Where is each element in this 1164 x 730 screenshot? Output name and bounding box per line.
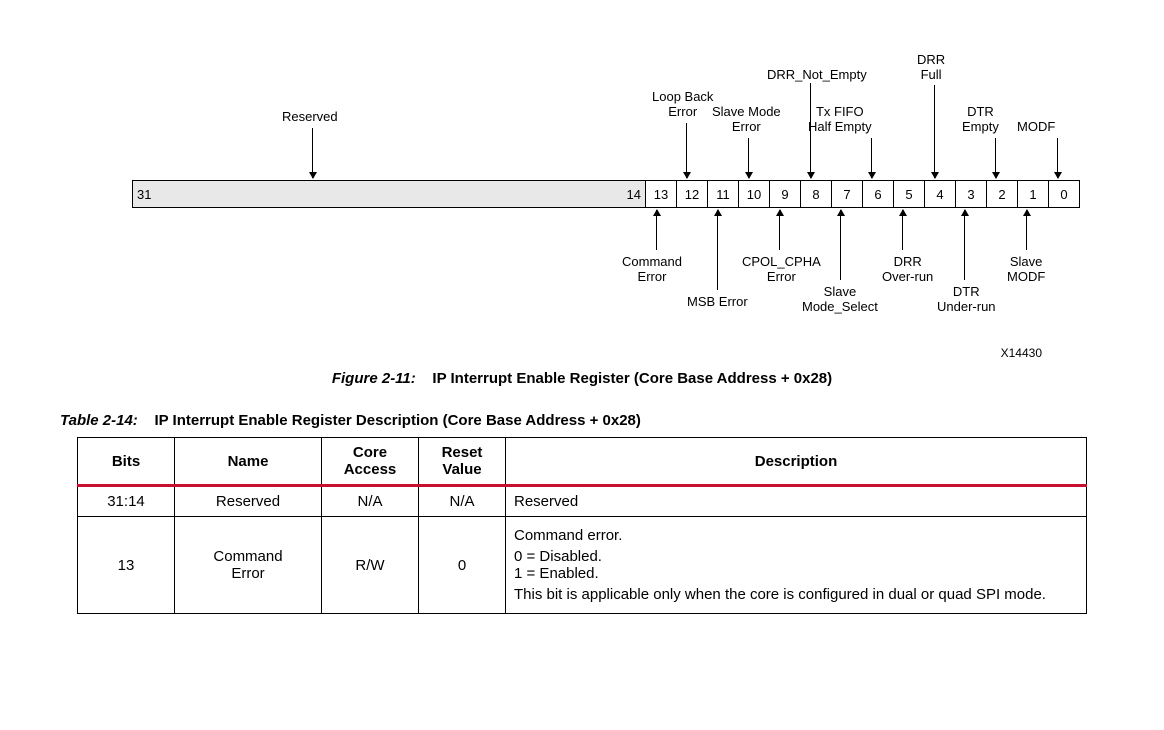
arrow-reserved <box>312 128 313 178</box>
bit-9: 9 <box>770 181 801 207</box>
arrow-txfifo <box>871 138 872 178</box>
arrow-modf <box>1057 138 1058 178</box>
register-bit-diagram: Reserved Loop BackError Slave ModeError … <box>82 20 1082 360</box>
label-drr-not-empty: DRR_Not_Empty <box>767 68 867 83</box>
bit-8: 8 <box>801 181 832 207</box>
th-core-access: CoreAccess <box>322 438 419 486</box>
cell-access: R/W <box>322 517 419 614</box>
cell-bits: 13 <box>78 517 175 614</box>
bit-0: 0 <box>1049 181 1079 207</box>
th-name: Name <box>175 438 322 486</box>
label-cpol: CPOL_CPHAError <box>742 255 821 285</box>
table-number: Table 2-14: <box>60 412 138 429</box>
cell-bits: 31:14 <box>78 486 175 517</box>
arrow-drr-full <box>934 85 935 178</box>
cell-reset: 0 <box>419 517 506 614</box>
bit-2: 2 <box>987 181 1018 207</box>
bit-12: 12 <box>677 181 708 207</box>
cell-name: Reserved <box>175 486 322 517</box>
cell-reset: N/A <box>419 486 506 517</box>
arrow-cmd-err <box>656 210 657 250</box>
table-row: 13 CommandError R/W 0 Command error. 0 =… <box>78 517 1087 614</box>
label-slave-modf: SlaveMODF <box>1007 255 1045 285</box>
arrow-dtr-underrun <box>964 210 965 280</box>
th-description: Description <box>506 438 1087 486</box>
desc-line: Command error. <box>514 527 1078 544</box>
bit-1: 1 <box>1018 181 1049 207</box>
figure-caption: Figure 2-11: IP Interrupt Enable Registe… <box>30 370 1134 387</box>
label-drr-overrun: DRROver-run <box>882 255 933 285</box>
cell-desc: Command error. 0 = Disabled.1 = Enabled.… <box>506 517 1087 614</box>
register-description-table: Bits Name CoreAccess ResetValue Descript… <box>77 437 1087 614</box>
cell-access: N/A <box>322 486 419 517</box>
label-slave-mode-err: Slave ModeError <box>712 105 781 135</box>
figure-reference-id: X14430 <box>1001 346 1042 360</box>
label-reserved-top: Reserved <box>282 110 338 125</box>
label-slave-select: SlaveMode_Select <box>802 285 878 315</box>
cell-name: CommandError <box>175 517 322 614</box>
arrow-cpol <box>779 210 780 250</box>
arrow-loopback <box>686 123 687 178</box>
table-header-row: Bits Name CoreAccess ResetValue Descript… <box>78 438 1087 486</box>
arrow-slave-select <box>840 210 841 280</box>
label-command-err: CommandError <box>622 255 682 285</box>
label-loop-back: Loop BackError <box>652 90 713 120</box>
desc-line: This bit is applicable only when the cor… <box>514 586 1078 603</box>
bit-13: 13 <box>646 181 677 207</box>
reserved-cell: 31 14 <box>133 181 646 207</box>
label-tx-fifo: Tx FIFOHalf Empty <box>808 105 872 135</box>
arrow-msb-err <box>717 210 718 290</box>
bit-5: 5 <box>894 181 925 207</box>
label-dtr-underrun: DTRUnder-run <box>937 285 996 315</box>
table-row: 31:14 Reserved N/A N/A Reserved <box>78 486 1087 517</box>
bit-11: 11 <box>708 181 739 207</box>
table-title: IP Interrupt Enable Register Description… <box>154 412 640 429</box>
bit-31: 31 <box>137 187 151 202</box>
arrow-slave-modf <box>1026 210 1027 250</box>
desc-line: 0 = Disabled.1 = Enabled. <box>514 548 1078 582</box>
figure-title: IP Interrupt Enable Register (Core Base … <box>432 370 832 387</box>
bit-4: 4 <box>925 181 956 207</box>
cell-desc: Reserved <box>506 486 1087 517</box>
figure-number: Figure 2-11: <box>332 370 416 387</box>
label-modf: MODF <box>1017 120 1055 135</box>
th-bits: Bits <box>78 438 175 486</box>
label-msb-err: MSB Error <box>687 295 748 310</box>
bit-7: 7 <box>832 181 863 207</box>
bit-10: 10 <box>739 181 770 207</box>
arrow-dtr-empty <box>995 138 996 178</box>
label-dtr-empty: DTREmpty <box>962 105 999 135</box>
label-drr-full: DRRFull <box>917 53 945 83</box>
arrow-slave-mode <box>748 138 749 178</box>
arrow-drr-overrun <box>902 210 903 250</box>
bit-3: 3 <box>956 181 987 207</box>
bit-row: 31 14 13 12 11 10 9 8 7 6 5 4 3 2 1 0 <box>132 180 1080 208</box>
bit-14: 14 <box>627 187 641 202</box>
th-reset-value: ResetValue <box>419 438 506 486</box>
table-caption: Table 2-14: IP Interrupt Enable Register… <box>60 412 1134 429</box>
bit-6: 6 <box>863 181 894 207</box>
